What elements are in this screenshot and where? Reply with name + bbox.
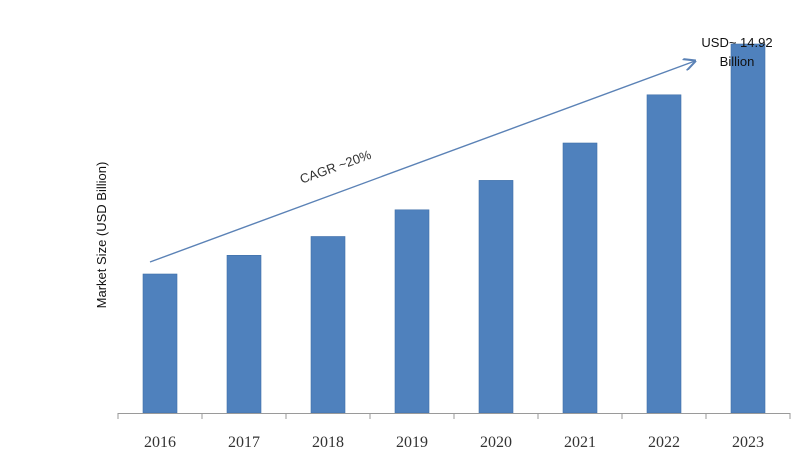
x-tick-label-2022: 2022: [648, 434, 680, 451]
x-tick-label-2020: 2020: [480, 434, 512, 451]
x-tick-label-2019: 2019: [396, 434, 428, 451]
bars-layer: [142, 43, 766, 414]
bar-2022: [646, 94, 682, 414]
bar-2021: [562, 142, 598, 414]
bar-2017: [226, 255, 262, 414]
x-tick-label-2018: 2018: [312, 434, 344, 451]
y-axis-label: Market Size (USD Billion): [94, 162, 109, 309]
x-tick-label-2023: 2023: [732, 434, 764, 451]
x-axis: [117, 413, 791, 419]
x-tick-label-2016: 2016: [144, 434, 176, 451]
end-value-annotation-line1: USD~ 14.92: [701, 35, 772, 50]
cagr-annotation: CAGR ~20%: [298, 147, 374, 187]
growth-trend-arrow: [149, 61, 695, 263]
bar-2016: [142, 273, 178, 414]
bar-2020: [478, 180, 514, 414]
x-tick-label-2021: 2021: [564, 434, 596, 451]
bar-2023: [730, 43, 766, 414]
x-tick-label-2017: 2017: [228, 434, 260, 451]
x-tick-labels: 2016 2017 2018 2019 2020 2021 2022 2023: [144, 434, 764, 451]
bar-2018: [310, 236, 346, 414]
end-value-annotation-line2: Billion: [720, 54, 755, 69]
bar-2019: [394, 209, 430, 414]
